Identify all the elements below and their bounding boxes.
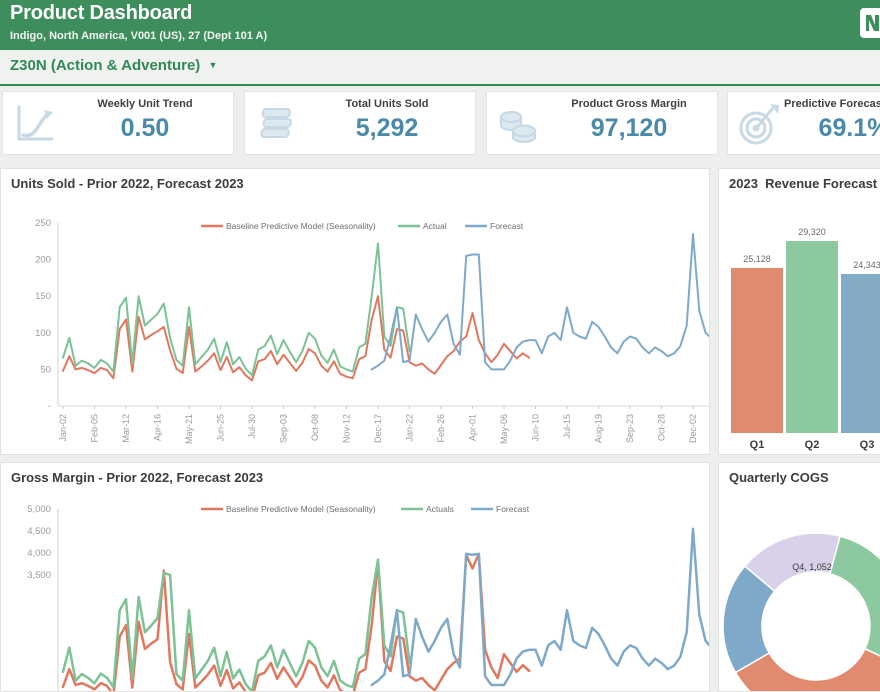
revenue-bar-q3[interactable]: [841, 274, 880, 433]
revenue-forecast-panel: 2023 Revenue Forecast 25,128 Q1 29,320 Q2 24…: [718, 168, 880, 455]
bar-value-label: 25,128: [725, 254, 789, 264]
bar-category-label: Q3: [841, 439, 880, 451]
legend-item-label: Actual: [423, 221, 447, 231]
kpi-card-product-gross-margin[interactable]: Product Gross Margin 97,120: [486, 91, 718, 155]
bar-category-label: Q2: [786, 439, 838, 451]
target-dart-icon: [736, 101, 782, 147]
stacked-books-icon: [253, 101, 299, 147]
y-tick-label: 5,000: [27, 504, 51, 515]
bar-value-label: 29,320: [780, 227, 844, 237]
revenue-bar-q1[interactable]: [731, 268, 783, 433]
series-line-baseline-predictive-model-seasonality-[interactable]: [63, 296, 529, 380]
x-tick-label: Dec-02: [688, 414, 698, 443]
y-tick-label: 250: [35, 218, 51, 229]
product-filter-value: Z30N (Action & Adventure): [10, 57, 200, 74]
x-tick-label: Jun-10: [531, 414, 541, 442]
x-tick-label: Apr-16: [153, 414, 163, 441]
product-filter-bar: Z30N (Action & Adventure) ▼: [0, 50, 880, 86]
kpi-card-weekly-unit-trend[interactable]: Weekly Unit Trend 0.50: [2, 91, 234, 155]
kpi-card-total-units-sold[interactable]: Total Units Sold 5,292: [244, 91, 476, 155]
revenue-forecast-title: 2023 Revenue Forecast: [729, 176, 877, 191]
x-tick-label: May-06: [499, 414, 509, 444]
y-tick-label: 50: [40, 364, 51, 375]
legend-item-label: Forecast: [496, 504, 530, 514]
legend-item-label: Baseline Predictive Model (Seasonality): [226, 221, 376, 231]
x-tick-label: Mar-12: [121, 414, 131, 443]
x-tick-label: Sep-23: [625, 414, 635, 443]
x-tick-label: Dec-17: [373, 414, 383, 443]
x-tick-label: Oct-08: [310, 414, 320, 441]
gross-margin-chart[interactable]: 5,000 4,500 4,000 3,500 Baseline Predictive …: [1, 463, 709, 691]
legend-item-label: Actuals: [426, 504, 454, 514]
x-tick-label: Jul-30: [247, 414, 257, 439]
y-tick-label: 3,500: [27, 570, 51, 581]
chevron-down-icon: ▼: [208, 60, 217, 70]
x-tick-label: Jul-15: [562, 414, 572, 439]
x-tick-label: Feb-05: [90, 414, 100, 443]
bar-value-label: 24,343: [835, 260, 880, 270]
x-tick-label: Oct-28: [657, 414, 667, 441]
kpi-label: Total Units Sold: [301, 98, 473, 110]
kpi-card-predictive-forecast-accuracy[interactable]: Predictive Forecast Accuracy 69.1%: [727, 91, 880, 155]
kpi-value: 0.50: [59, 114, 231, 143]
series-line-actuals[interactable]: [63, 560, 410, 691]
product-filter-dropdown[interactable]: Z30N (Action & Adventure) ▼: [10, 57, 217, 74]
gross-margin-panel: Gross Margin - Prior 2022, Forecast 2023…: [0, 462, 710, 692]
trend-line-icon: [11, 101, 57, 147]
x-tick-label: Jan-02: [58, 414, 68, 442]
series-line-actual[interactable]: [63, 244, 410, 376]
product-dashboard: { "header": { "title": "Product Dashboar…: [0, 0, 880, 586]
coins-icon: [495, 101, 541, 147]
x-tick-label: Apr-01: [468, 414, 478, 441]
x-tick-label: May-21: [184, 414, 194, 444]
x-tick-label: Jan-22: [405, 414, 415, 442]
legend-item-label: Forecast: [490, 221, 524, 231]
quarterly-cogs-chart[interactable]: Q4, 1,052: [719, 463, 880, 691]
y-tick-label: 4,500: [27, 526, 51, 537]
kpi-value: 69.1%: [784, 114, 880, 143]
x-tick-label: Feb-26: [436, 414, 446, 443]
units-sold-chart[interactable]: 250 200 150 100 50 -Jan-02 Feb-05 Mar-12 Apr-16 M…: [1, 169, 709, 454]
donut-segment-q1[interactable]: [830, 536, 880, 665]
app-header: Product Dashboard Indigo, North America,…: [0, 0, 880, 50]
units-sold-panel: Units Sold - Prior 2022, Forecast 2023 2…: [0, 168, 710, 455]
kpi-label: Weekly Unit Trend: [59, 98, 231, 110]
y-tick-label: -: [48, 401, 51, 412]
x-tick-label: Nov-12: [342, 414, 352, 443]
series-line-forecast[interactable]: [372, 234, 709, 369]
brand-logo: [860, 8, 880, 38]
x-tick-label: Jun-25: [216, 414, 226, 442]
quarterly-cogs-panel: Quarterly COGS Q4, 1,052: [718, 462, 880, 692]
brand-logo-icon: [860, 8, 880, 38]
legend-item-label: Baseline Predictive Model (Seasonality): [226, 504, 376, 514]
x-tick-label: Aug-19: [594, 414, 604, 443]
y-tick-label: 150: [35, 291, 51, 302]
kpi-label: Predictive Forecast Accuracy: [784, 98, 880, 110]
y-tick-label: 200: [35, 255, 51, 266]
revenue-bar-q2[interactable]: [786, 241, 838, 433]
page-subtitle: Indigo, North America, V001 (US), 27 (De…: [10, 30, 267, 42]
kpi-value: 5,292: [301, 114, 473, 143]
bar-category-label: Q1: [731, 439, 783, 451]
kpi-value: 97,120: [543, 114, 715, 143]
page-title: Product Dashboard: [10, 2, 192, 25]
donut-segment-label: Q4, 1,052: [792, 562, 832, 572]
series-line-forecast[interactable]: [372, 529, 709, 685]
y-tick-label: 4,000: [27, 548, 51, 559]
kpi-label: Product Gross Margin: [543, 98, 715, 110]
y-tick-label: 100: [35, 328, 51, 339]
x-tick-label: Sep-03: [279, 414, 289, 443]
